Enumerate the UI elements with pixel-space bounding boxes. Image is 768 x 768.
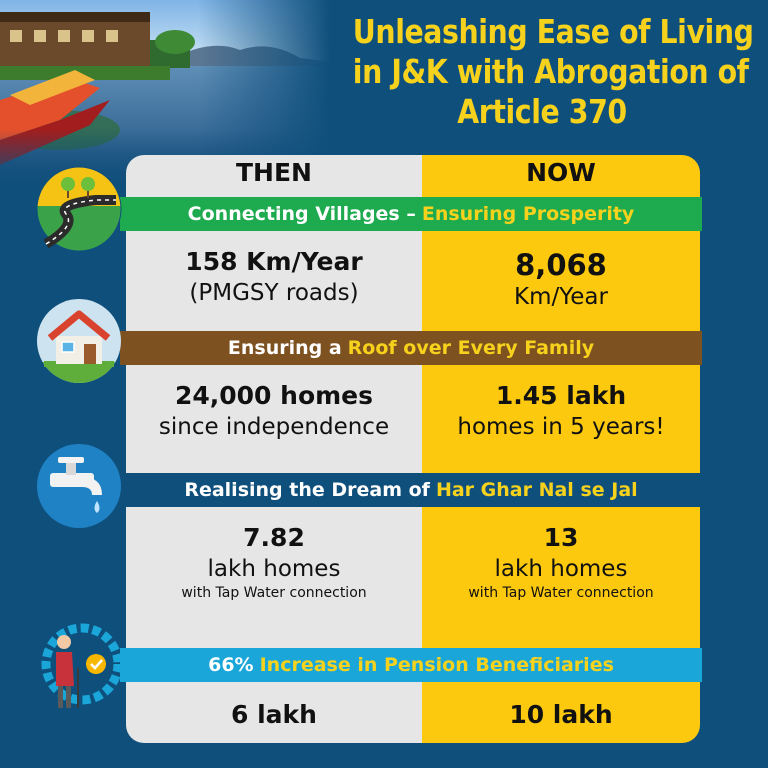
then-header: THEN xyxy=(236,158,312,187)
roof-now-value: 1.45 lakh homes in 5 years! xyxy=(457,381,665,440)
then-column xyxy=(126,155,422,743)
title-line-2: in J&K with Abrogation of xyxy=(352,52,749,91)
page-title: Unleashing Ease of Living in J&K with Ab… xyxy=(352,12,754,132)
house-icon xyxy=(36,298,122,388)
title-line-3: Article 370 xyxy=(457,92,627,131)
villages-now-value: 8,068 Km/Year xyxy=(514,248,608,310)
water-now-value: 13 lakh homes with Tap Water connection xyxy=(468,523,654,601)
roof-then-value: 24,000 homes since independence xyxy=(158,381,390,440)
section-heading-villages: Connecting Villages – Ensuring Prosperit… xyxy=(120,197,702,231)
section-heading-pension: 66% Increase in Pension Beneficiaries xyxy=(120,648,702,682)
villages-then-value: 158 Km/Year (PMGSY roads) xyxy=(185,247,363,306)
dal-lake-photo xyxy=(0,0,330,185)
pension-then-value: 6 lakh xyxy=(231,700,317,729)
section-heading-water: Realising the Dream of Har Ghar Nal se J… xyxy=(120,473,702,507)
pension-now-value: 10 lakh xyxy=(509,700,613,729)
now-header: NOW xyxy=(526,158,596,187)
pension-icon xyxy=(34,612,123,716)
now-column xyxy=(422,155,700,743)
water-then-value: 7.82 lakh homes with Tap Water connectio… xyxy=(181,523,367,601)
section-heading-roof: Ensuring a Roof over Every Family xyxy=(120,331,702,365)
title-line-1: Unleashing Ease of Living xyxy=(352,12,754,51)
water-tap-icon xyxy=(36,443,122,533)
road-icon xyxy=(36,166,122,256)
